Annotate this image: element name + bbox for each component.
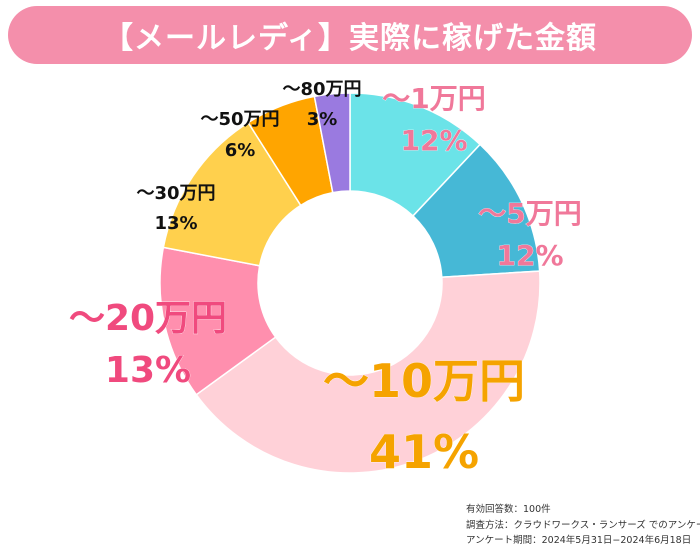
respondents-note: 有効回答数：100件 bbox=[466, 504, 551, 515]
slice-label-6: ～50万円 bbox=[200, 109, 279, 130]
slice-label-3: ～10万円 bbox=[323, 354, 525, 408]
slice-label-4: ～20万円 bbox=[69, 298, 227, 339]
slice-pct-5: 13% bbox=[154, 213, 197, 234]
slice-label-1: ～1万円 bbox=[382, 82, 485, 115]
slice-7 bbox=[313, 92, 351, 194]
slice-pct-6: 6% bbox=[225, 140, 256, 161]
method-note: 調査方法：クラウドワークス・ランサーズ でのアンケート bbox=[466, 519, 700, 531]
slice-pct-2: 12% bbox=[496, 239, 563, 272]
title-banner: 【メールレディ】実際に稼げた金額 bbox=[8, 6, 692, 64]
slice-label-5: ～30万円 bbox=[136, 183, 215, 204]
slice-pct-3: 41% bbox=[369, 425, 479, 479]
slice-label-7: ～80万円 bbox=[282, 79, 361, 100]
survey-notes: 有効回答数：100件 調査方法：クラウドワークス・ランサーズ でのアンケート ア… bbox=[466, 502, 700, 549]
slice-pct-1: 12% bbox=[400, 124, 467, 157]
period-note: アンケート期間：2024年5月31日−2024年6月18日 bbox=[466, 535, 692, 546]
slice-pct-7: 3% bbox=[307, 109, 338, 130]
slice-pct-4: 13% bbox=[105, 350, 191, 391]
chart-title: 【メールレディ】実際に稼げた金額 bbox=[103, 21, 597, 56]
slice-3 bbox=[195, 270, 541, 474]
slice-label-2: ～5万円 bbox=[478, 197, 581, 230]
